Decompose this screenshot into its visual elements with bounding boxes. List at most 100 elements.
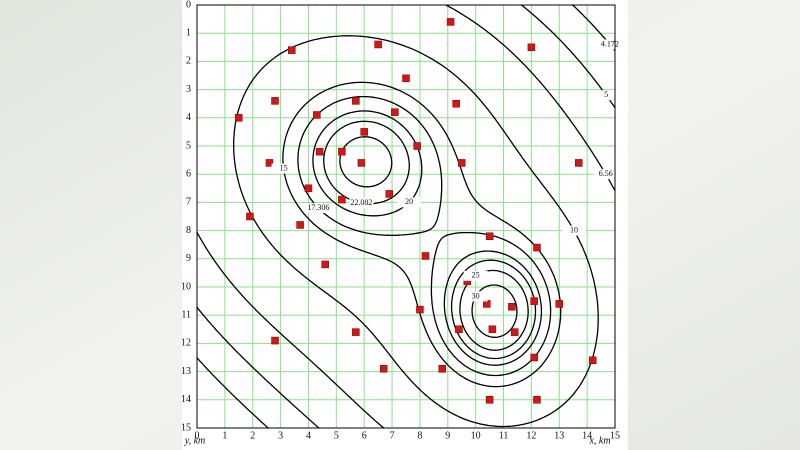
point (413, 142, 421, 150)
x-tick-label: 11 (499, 430, 509, 441)
contour-label: 30 (472, 291, 480, 300)
contour-label: 20 (405, 197, 413, 206)
point (235, 114, 243, 122)
x-tick-label: 6 (362, 430, 367, 441)
point (421, 252, 430, 260)
point (438, 365, 446, 373)
point (357, 159, 366, 167)
x-tick-label: 2 (250, 430, 255, 441)
point (457, 159, 466, 167)
point (265, 159, 274, 167)
y-tick-label: 2 (186, 56, 191, 67)
point (338, 195, 346, 204)
point (271, 97, 279, 105)
point (315, 147, 324, 156)
contour-line (471, 284, 518, 338)
x-tick-label: 15 (610, 430, 620, 441)
y-tick-label: 15 (181, 422, 191, 433)
point (530, 297, 538, 305)
contour-label-bg (593, 169, 618, 180)
point (455, 325, 463, 334)
point (483, 300, 491, 308)
y-tick-label: 3 (186, 84, 191, 95)
y-tick-label: 7 (186, 197, 191, 208)
point (352, 97, 360, 105)
point (321, 260, 329, 269)
x-tick-label: 4 (306, 430, 311, 441)
point (533, 243, 541, 252)
point (402, 74, 410, 83)
x-tick-label: 13 (554, 430, 564, 441)
point (446, 18, 455, 26)
y-tick-label: 0 (186, 0, 191, 10)
figure-panel (182, 0, 628, 450)
point (527, 43, 536, 52)
point (588, 356, 597, 365)
contour-label-bg (463, 270, 488, 281)
point (352, 328, 360, 336)
x-tick-label: 5 (334, 430, 339, 441)
point (555, 300, 564, 308)
contour-line (339, 136, 529, 351)
point (338, 147, 346, 156)
y-tick-label: 4 (186, 112, 191, 123)
x-tick-label: 7 (390, 430, 395, 441)
y-tick-label: 10 (181, 281, 191, 292)
y-tick-label: 6 (186, 168, 191, 179)
contour-label-bg (397, 197, 422, 208)
y-axis-label: y, km (184, 435, 206, 446)
point (374, 40, 382, 49)
contour-label-bg (562, 225, 587, 236)
point (385, 190, 394, 198)
point (510, 328, 519, 336)
point (391, 108, 399, 116)
point (533, 396, 541, 404)
point (508, 302, 516, 311)
point (360, 128, 368, 136)
point (452, 99, 460, 108)
contour-line (312, 110, 543, 366)
point (379, 365, 388, 373)
y-tick-label: 14 (181, 394, 191, 405)
contour-label: 10 (570, 225, 578, 234)
contour-label-bg (594, 90, 619, 101)
point (246, 212, 254, 221)
contour-label-bg (306, 203, 331, 214)
x-tick-label: 12 (526, 430, 536, 441)
point (304, 184, 313, 193)
point (530, 353, 538, 362)
x-tick-label: 3 (278, 430, 283, 441)
x-axis-label: x, km (588, 435, 610, 446)
y-tick-label: 13 (181, 366, 191, 377)
x-tick-label: 10 (471, 430, 481, 441)
point (488, 325, 497, 334)
contour-label: 22.082 (350, 198, 372, 207)
contour-line (233, 35, 599, 428)
plot-frame (196, 4, 616, 429)
contour-line (282, 81, 562, 388)
point (313, 111, 321, 119)
contour-label-bg (349, 198, 374, 209)
point (296, 221, 304, 229)
point (485, 396, 494, 404)
point (271, 336, 279, 345)
point (485, 232, 494, 240)
contour-label: 15 (280, 163, 288, 172)
contour-label: 5 (604, 90, 608, 99)
contour-label-bg (463, 291, 488, 302)
y-tick-label: 5 (186, 140, 191, 151)
y-tick-label: 9 (186, 253, 191, 264)
y-tick-label: 1 (186, 27, 191, 38)
contour-label: 6.56 (599, 169, 613, 178)
y-tick-label: 12 (181, 338, 191, 349)
contour-label: 4.172 (601, 39, 619, 48)
contour-label-bg (271, 163, 296, 174)
contour-label: 25 (472, 271, 480, 280)
y-tick-label: 8 (186, 225, 191, 236)
point (575, 159, 583, 167)
x-tick-label: 14 (582, 430, 592, 441)
x-tick-label: 0 (195, 430, 200, 441)
contour-label-bg (597, 39, 622, 50)
